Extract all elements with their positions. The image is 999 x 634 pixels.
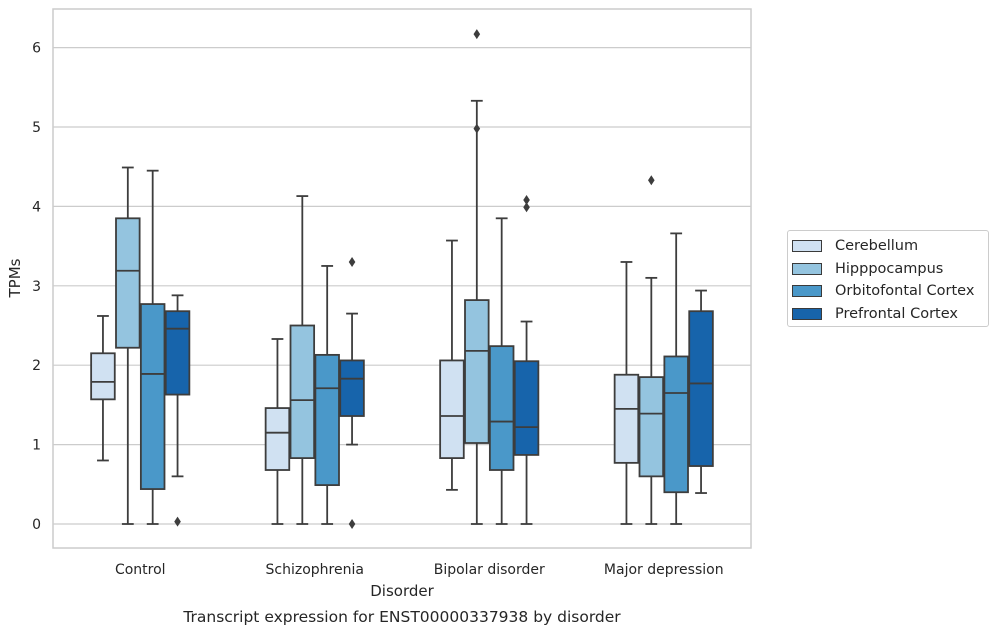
box-hipppocampus (638, 175, 665, 525)
box-iqr (464, 299, 490, 444)
x-axis-label: Disorder (370, 582, 434, 600)
box-cerebellum (439, 239, 465, 491)
box-iqr (115, 217, 141, 349)
y-axis-label: TPMs (6, 258, 24, 298)
legend-swatch (792, 307, 822, 320)
plot-frame (52, 8, 752, 549)
x-tick-label: Bipolar disorder (434, 562, 545, 578)
y-tick-label: 5 (32, 120, 41, 136)
outlier-point (348, 256, 356, 267)
legend-item: Hipppocampus (788, 258, 988, 281)
box-prefrontal-cortex (513, 195, 540, 525)
outlier-point (648, 175, 655, 186)
box-orbitofontal-cortex (139, 169, 166, 525)
box-iqr (688, 310, 714, 467)
box-iqr (164, 310, 191, 396)
box-prefrontal-cortex (339, 256, 365, 529)
legend-item: Prefrontal Cortex (788, 303, 988, 326)
box-cerebellum (613, 261, 640, 525)
legend-label: Prefrontal Cortex (835, 305, 958, 322)
legend-swatch (792, 285, 822, 298)
legend-label: Orbitofontal Cortex (835, 283, 975, 300)
box-iqr (439, 359, 465, 459)
box-cerebellum (90, 315, 116, 462)
box-plot-series (90, 29, 714, 529)
legend-swatch (792, 240, 822, 253)
box-hipppocampus (464, 29, 490, 525)
y-tick-label: 3 (32, 279, 41, 295)
x-tick-label: Major depression (604, 562, 724, 578)
legend-label: Cerebellum (835, 238, 919, 255)
x-tick-label: Control (115, 562, 166, 578)
box-prefrontal-cortex (164, 294, 191, 527)
box-iqr (613, 373, 640, 464)
box-hipppocampus (289, 195, 316, 525)
box-iqr (264, 407, 291, 471)
y-tick-label: 1 (32, 438, 41, 454)
box-iqr (513, 360, 540, 456)
box-iqr (638, 376, 665, 478)
outlier-point (473, 29, 481, 40)
outlier-point (348, 519, 356, 529)
box-iqr (339, 359, 365, 417)
y-tick-label: 2 (32, 358, 41, 374)
y-tick-labels: 0 1 2 3 4 5 6 (32, 41, 41, 533)
legend-item: Orbitofontal Cortex (788, 280, 988, 303)
box-orbitofontal-cortex (314, 265, 340, 525)
y-tick-label: 4 (32, 199, 41, 215)
legend-swatch (792, 262, 822, 275)
box-orbitofontal-cortex (663, 232, 689, 525)
box-prefrontal-cortex (688, 289, 714, 494)
box-iqr (289, 324, 316, 459)
outlier-point (473, 123, 481, 134)
chart-legend: Cerebellum Hipppocampus Orbitofontal Corte… (787, 230, 989, 327)
box-iqr (314, 353, 340, 486)
x-tick-labels: Control Schizophrenia Bipolar disorder Majo… (115, 562, 724, 578)
y-tick-label: 6 (32, 41, 41, 57)
box-iqr (90, 352, 116, 401)
box-iqr (488, 345, 515, 471)
box-iqr (663, 355, 689, 494)
box-iqr (139, 303, 166, 490)
box-orbitofontal-cortex (488, 217, 515, 525)
chart-title: Transcript expression for ENST0000033793… (182, 608, 621, 626)
box-cerebellum (264, 338, 291, 525)
box-hipppocampus (115, 166, 141, 525)
outlier-point (523, 202, 530, 213)
outlier-point (523, 195, 530, 206)
legend-item: Cerebellum (788, 235, 988, 258)
outlier-point (174, 516, 181, 527)
y-tick-label: 0 (32, 517, 41, 533)
x-tick-label: Schizophrenia (266, 562, 364, 578)
legend-label: Hipppocampus (835, 260, 944, 277)
